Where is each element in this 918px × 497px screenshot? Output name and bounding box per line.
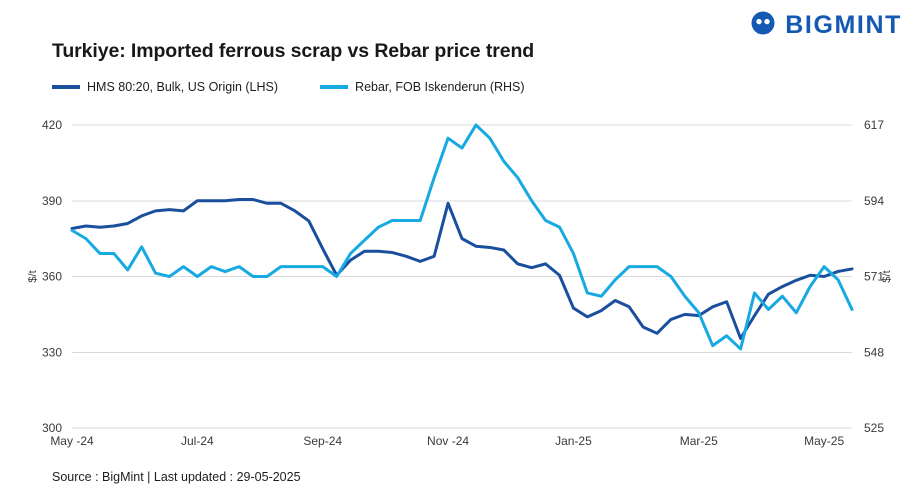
y-axis-left-tick-label: 420 xyxy=(42,118,62,132)
y-axis-right-title: $/t xyxy=(881,270,893,282)
x-axis-tick-label: Nov -24 xyxy=(427,434,469,448)
y-axis-right-tick-label: 571 xyxy=(864,270,884,284)
brand-logo: BIGMINT xyxy=(748,10,902,40)
legend-swatch-hms xyxy=(52,85,80,89)
y-axis-right-tick-label: 548 xyxy=(864,345,884,359)
legend-label-rebar: Rebar, FOB Iskenderun (RHS) xyxy=(355,80,525,94)
y-axis-right-tick-label: 594 xyxy=(864,194,884,208)
legend-swatch-rebar xyxy=(320,85,349,89)
legend-label-hms: HMS 80:20, Bulk, US Origin (LHS) xyxy=(87,80,279,94)
legend-item-hms[interactable]: HMS 80:20, Bulk, US Origin (LHS) xyxy=(52,80,278,94)
y-axis-left-title: $/t xyxy=(27,270,39,282)
y-axis-left-tick-label: 330 xyxy=(42,345,62,359)
x-axis-tick-label: Sep-24 xyxy=(303,434,342,448)
source-note: Source : BigMint | Last updated : 29-05-… xyxy=(52,470,301,484)
bigmint-logo-icon xyxy=(751,11,775,35)
y-axis-left-tick-label: 390 xyxy=(42,194,62,208)
chart-legend: HMS 80:20, Bulk, US Origin (LHS) Rebar, … xyxy=(52,80,525,94)
y-axis-right-tick-label: 617 xyxy=(864,118,884,132)
x-axis-tick-label: Jul-24 xyxy=(181,434,214,448)
series-lines xyxy=(70,123,854,351)
axis-titles: $/t $/t xyxy=(27,270,893,282)
x-axis-tick-label: Mar-25 xyxy=(680,434,718,448)
series-line-hms xyxy=(70,197,854,340)
y-axis-left-ticks: 300 330 360 390 420 xyxy=(42,118,62,435)
y-axis-right-tick-label: 525 xyxy=(864,421,884,435)
series-line-rebar xyxy=(70,123,854,351)
x-axis-ticks: May -24 Jul-24 Sep-24 Nov -24 Jan-25 Mar-25 Ma… xyxy=(50,434,844,448)
x-axis-tick-label: May -24 xyxy=(50,434,94,448)
x-axis-tick-label: May-25 xyxy=(804,434,844,448)
y-axis-left-tick-label: 300 xyxy=(42,421,62,435)
gridlines xyxy=(72,124,852,429)
x-axis-tick-label: Jan-25 xyxy=(555,434,592,448)
y-axis-left-tick-label: 360 xyxy=(42,270,62,284)
legend-item-rebar[interactable]: Rebar, FOB Iskenderun (RHS) xyxy=(320,80,525,94)
brand-name: BIGMINT xyxy=(785,10,902,39)
y-axis-right-ticks: 525 548 571 594 617 xyxy=(864,118,884,435)
page-title: Turkiye: Imported ferrous scrap vs Rebar… xyxy=(52,40,535,62)
